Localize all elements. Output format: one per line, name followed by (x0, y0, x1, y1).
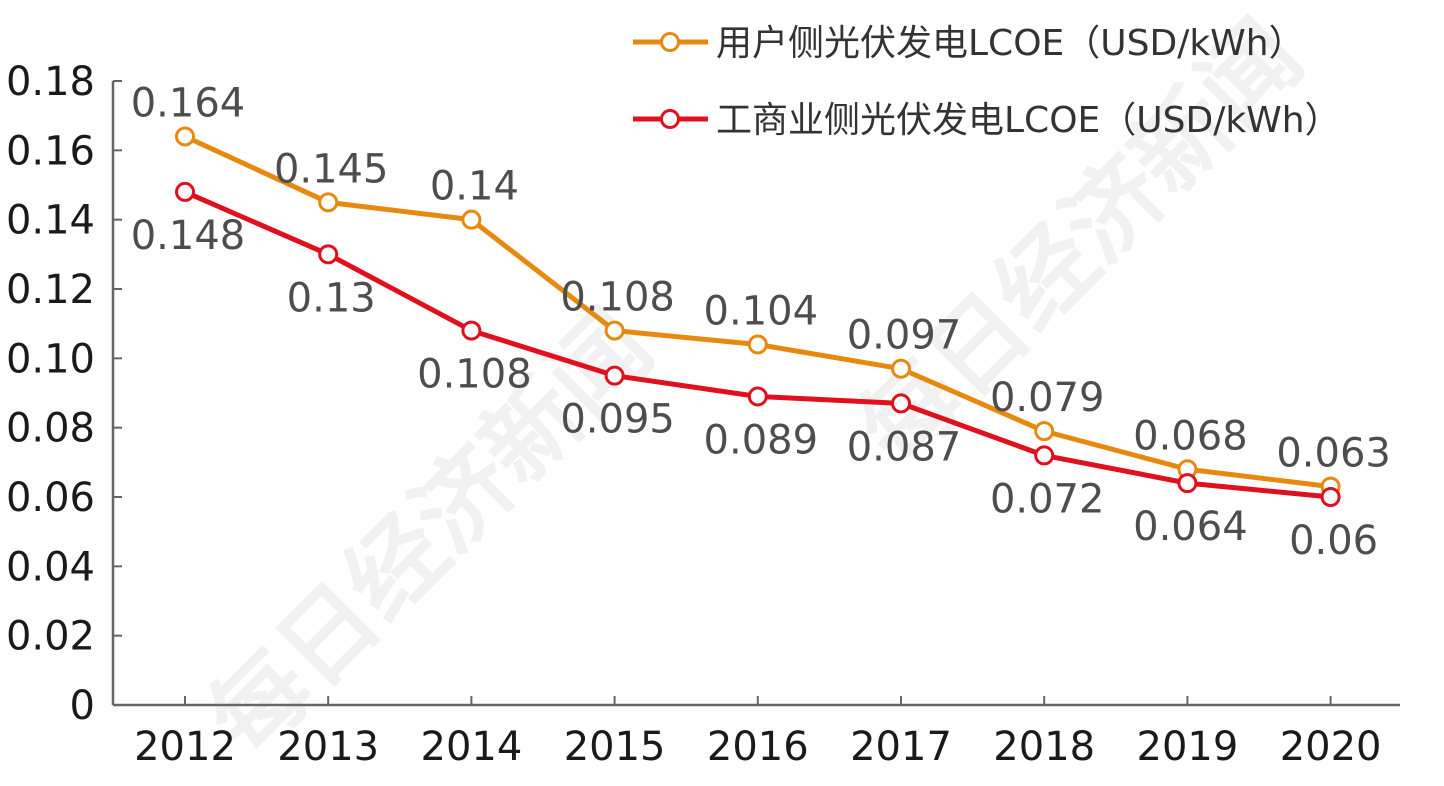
legend-label: 用户侧光伏发电LCOE（USD/kWh） (716, 23, 1305, 64)
x-tick-label: 2016 (707, 724, 809, 770)
series-1-data-label: 0.079 (990, 375, 1105, 421)
series-1-data-label: 0.145 (274, 146, 389, 192)
series-2-point (461, 320, 482, 341)
series-2-point (891, 393, 911, 414)
series-2-data-label: 0.087 (847, 424, 962, 470)
legend-label: 工商业侧光伏发电LCOE（USD/kWh） (716, 100, 1341, 141)
data-labels: 0.164 0.145 0.14 0.108 0.104 0.097 0.079 0.068 0… (131, 80, 1391, 564)
series-2-point (318, 244, 339, 265)
series-1-data-label: 0.164 (131, 80, 246, 126)
series-1-point (318, 192, 339, 213)
series-2 (175, 181, 1341, 507)
series-2-data-label: 0.095 (560, 397, 675, 443)
series-2-data-label: 0.148 (131, 213, 246, 259)
series-2-point (604, 365, 625, 386)
legend-marker (660, 109, 680, 129)
series-1-point (604, 320, 625, 341)
series-1-data-label: 0.14 (430, 164, 519, 210)
axes: 0 0.02 0.04 0.06 0.08 0.10 0.12 0.14 0.16 0.18 201… (6, 59, 1400, 770)
series-2-point (1177, 473, 1198, 494)
series-2-point (1320, 487, 1341, 507)
x-tick-label: 2017 (850, 724, 952, 770)
series-1-point (747, 334, 768, 355)
series-2-data-label: 0.13 (287, 275, 376, 321)
x-tick-label: 2020 (1280, 724, 1382, 770)
y-tick-label: 0.14 (6, 198, 95, 244)
series-1-data-label: 0.104 (704, 288, 819, 334)
y-tick-label: 0.04 (6, 544, 95, 590)
series-1-point (461, 209, 482, 230)
legend: 用户侧光伏发电LCOE（USD/kWh） 工商业侧光伏发电LCOE（USD/kWh… (633, 23, 1341, 141)
x-tick-label: 2012 (134, 724, 236, 770)
series-2-data-label: 0.108 (417, 352, 532, 398)
y-tick-label: 0.10 (6, 336, 95, 382)
legend-item-1: 用户侧光伏发电LCOE（USD/kWh） (633, 23, 1305, 64)
x-tick-label: 2013 (277, 724, 379, 770)
series-1-data-label: 0.068 (1133, 413, 1248, 459)
series-2-data-label: 0.06 (1289, 518, 1378, 564)
series-group (175, 126, 1341, 507)
x-tick-label: 2015 (564, 724, 666, 770)
x-tick-label: 2014 (421, 724, 523, 770)
series-1-data-label: 0.063 (1276, 431, 1391, 477)
y-tick-label: 0.16 (6, 128, 95, 174)
series-2-data-label: 0.089 (704, 417, 819, 463)
series-1-point (175, 126, 195, 147)
y-tick-label: 0.08 (6, 406, 95, 452)
series-1-data-label: 0.108 (560, 275, 675, 321)
x-tick-label: 2018 (993, 724, 1095, 770)
legend-marker (660, 32, 680, 52)
series-1-point (1034, 421, 1055, 442)
x-tick-label: 2019 (1137, 724, 1239, 770)
y-tick-label: 0.18 (6, 59, 95, 105)
series-2-data-label: 0.072 (990, 476, 1105, 522)
series-1 (175, 126, 1341, 497)
y-tick-label: 0.06 (6, 475, 95, 521)
legend-item-2: 工商业侧光伏发电LCOE（USD/kWh） (633, 100, 1341, 141)
series-2-point (175, 181, 195, 202)
y-tick-label: 0.02 (6, 614, 95, 660)
series-1-data-label: 0.097 (847, 313, 962, 359)
series-2-point (747, 386, 768, 407)
y-tick-label: 0.12 (6, 267, 95, 313)
y-tick-label: 0 (70, 683, 95, 729)
series-2-point (1034, 445, 1055, 466)
series-1-point (891, 358, 911, 379)
series-2-data-label: 0.064 (1133, 504, 1248, 550)
